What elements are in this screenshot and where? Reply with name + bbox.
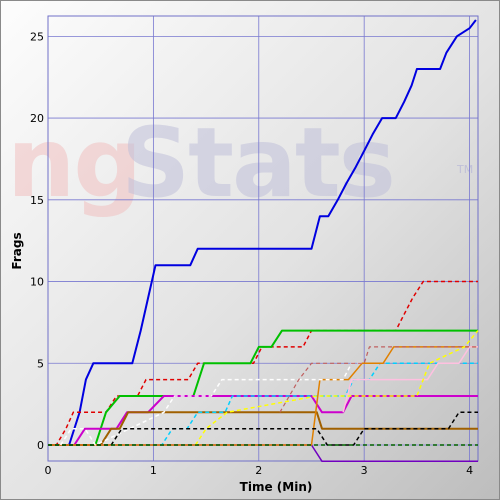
x-tick-label: 0: [45, 464, 52, 477]
x-tick-label: 2: [255, 464, 262, 477]
y-tick-label: 10: [30, 276, 44, 289]
series-line-12: [279, 346, 478, 413]
series-lines: [48, 19, 479, 463]
tick-labels: 0 5 10 15 20 25 0 1 2 3 4: [30, 30, 473, 477]
watermark-ng: ng: [7, 107, 140, 219]
x-tick-label: 4: [466, 464, 473, 477]
series-line-10: [342, 346, 478, 413]
y-tick-label: 0: [37, 439, 44, 452]
axes: [47, 15, 479, 462]
series-line-13: [48, 411, 478, 446]
watermark: ng Stats TM: [7, 107, 473, 219]
y-tick-label: 15: [30, 194, 44, 207]
gridlines: [47, 16, 478, 461]
y-tick-label: 25: [30, 30, 44, 43]
x-tick-label: 1: [150, 464, 157, 477]
y-axis-label: Frags: [10, 232, 24, 269]
watermark-stats: Stats: [121, 107, 394, 219]
series-line-6: [48, 444, 478, 463]
series-line-2: [48, 280, 478, 446]
series-line-9: [59, 362, 365, 446]
series-line-5: [48, 411, 478, 446]
x-tick-label: 3: [361, 464, 368, 477]
plot-border: [47, 15, 479, 462]
x-axis-label: Time (Min): [240, 480, 313, 494]
series-line-11: [194, 330, 479, 446]
series-line-1: [48, 19, 477, 446]
y-tick-label: 20: [30, 112, 44, 125]
watermark-tm: TM: [456, 163, 473, 176]
y-tick-label: 5: [37, 357, 44, 370]
